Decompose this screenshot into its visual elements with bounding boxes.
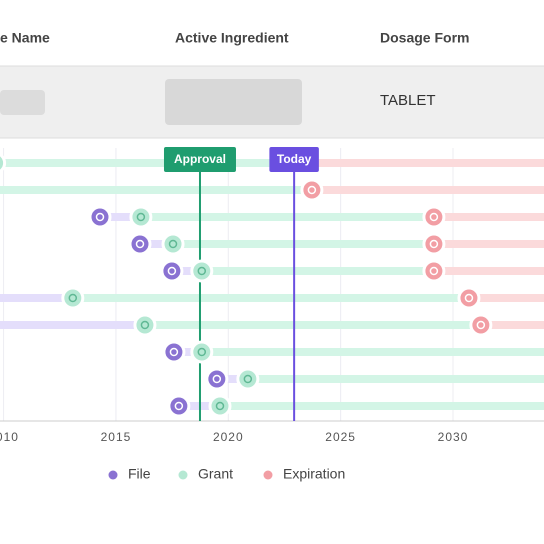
event-icon	[236, 367, 260, 391]
event-icon	[167, 394, 191, 418]
icon-glyph	[167, 266, 177, 276]
period-bar	[99, 213, 141, 221]
column-header[interactable]: Dosage Form	[380, 30, 469, 46]
blurred-cell	[165, 79, 302, 125]
legend-label: Expiration	[283, 466, 345, 482]
icon-glyph	[243, 374, 253, 384]
event-icon	[469, 313, 493, 337]
x-tick-label: 2030	[438, 430, 469, 444]
period-bar	[201, 348, 544, 356]
x-tick-label: 2010	[0, 430, 19, 444]
event-icon	[422, 232, 446, 256]
icon-glyph	[464, 293, 474, 303]
icon-glyph	[174, 401, 184, 411]
icon-glyph	[197, 266, 207, 276]
period-bar	[302, 159, 544, 167]
period-bar	[171, 267, 202, 275]
event-icon	[457, 286, 481, 310]
icon-glyph	[68, 293, 78, 303]
marker-label: Approval	[174, 152, 226, 166]
period-bar	[0, 186, 312, 194]
x-tick-label: 2020	[213, 430, 244, 444]
column-header[interactable]: Active Ingredient	[175, 30, 289, 46]
event-icon	[422, 205, 446, 229]
event-icon	[422, 259, 446, 283]
period-bar	[0, 321, 145, 329]
icon-glyph	[429, 239, 439, 249]
chart: 2010 2015 2020 2025 2030 Approval Today File Gra…	[0, 147, 544, 482]
x-tick-label: 2025	[325, 430, 356, 444]
legend-dot	[108, 470, 118, 480]
period-bar	[173, 240, 434, 248]
icon-glyph	[135, 239, 145, 249]
marker-label: Today	[277, 152, 312, 166]
event-icon	[190, 340, 214, 364]
icon-glyph	[212, 374, 222, 384]
period-bar	[0, 159, 303, 167]
event-icon	[129, 205, 153, 229]
event-icon	[88, 205, 112, 229]
column-header[interactable]: e Name	[0, 30, 50, 46]
period-bar	[468, 294, 544, 302]
icon-glyph	[140, 320, 150, 330]
event-icon	[190, 259, 214, 283]
period-bar	[201, 267, 434, 275]
period-bar	[433, 240, 544, 248]
period-bar	[311, 186, 544, 194]
event-icon	[161, 232, 185, 256]
period-bar	[140, 213, 434, 221]
period-bar	[219, 402, 544, 410]
period-bar	[216, 375, 248, 383]
icon-glyph	[197, 347, 207, 357]
event-icon	[162, 340, 186, 364]
event-icon	[300, 178, 324, 202]
period-bar	[433, 213, 544, 221]
icon-glyph	[307, 185, 317, 195]
period-bar	[139, 240, 174, 248]
icon-glyph	[215, 401, 225, 411]
icon-glyph	[476, 320, 486, 330]
event-icon	[0, 152, 7, 174]
legend-label: File	[128, 466, 151, 482]
period-bar	[0, 294, 73, 302]
icon-glyph	[429, 212, 439, 222]
icon-glyph	[429, 266, 439, 276]
icon-glyph	[95, 212, 105, 222]
event-icon	[160, 259, 184, 283]
event-icon	[205, 367, 229, 391]
legend-dot	[178, 470, 188, 480]
period-bar	[173, 348, 202, 356]
marker-label-box	[269, 147, 319, 172]
period-bar	[144, 321, 481, 329]
event-icon	[208, 394, 232, 418]
period-bar	[433, 267, 544, 275]
icon-glyph	[136, 212, 146, 222]
period-bar	[247, 375, 544, 383]
blurred-cell	[0, 90, 45, 115]
cell-text: TABLET	[380, 92, 436, 109]
icon-glyph	[168, 239, 178, 249]
marker-label-box	[163, 147, 236, 172]
legend-dot	[263, 470, 273, 480]
event-icon	[61, 286, 85, 310]
period-bar	[72, 294, 469, 302]
icon-glyph	[169, 347, 179, 357]
legend-label: Grant	[198, 466, 233, 482]
event-icon	[128, 232, 152, 256]
x-tick-label: 2015	[101, 430, 132, 444]
period-bar	[480, 321, 544, 329]
event-icon	[133, 313, 157, 337]
